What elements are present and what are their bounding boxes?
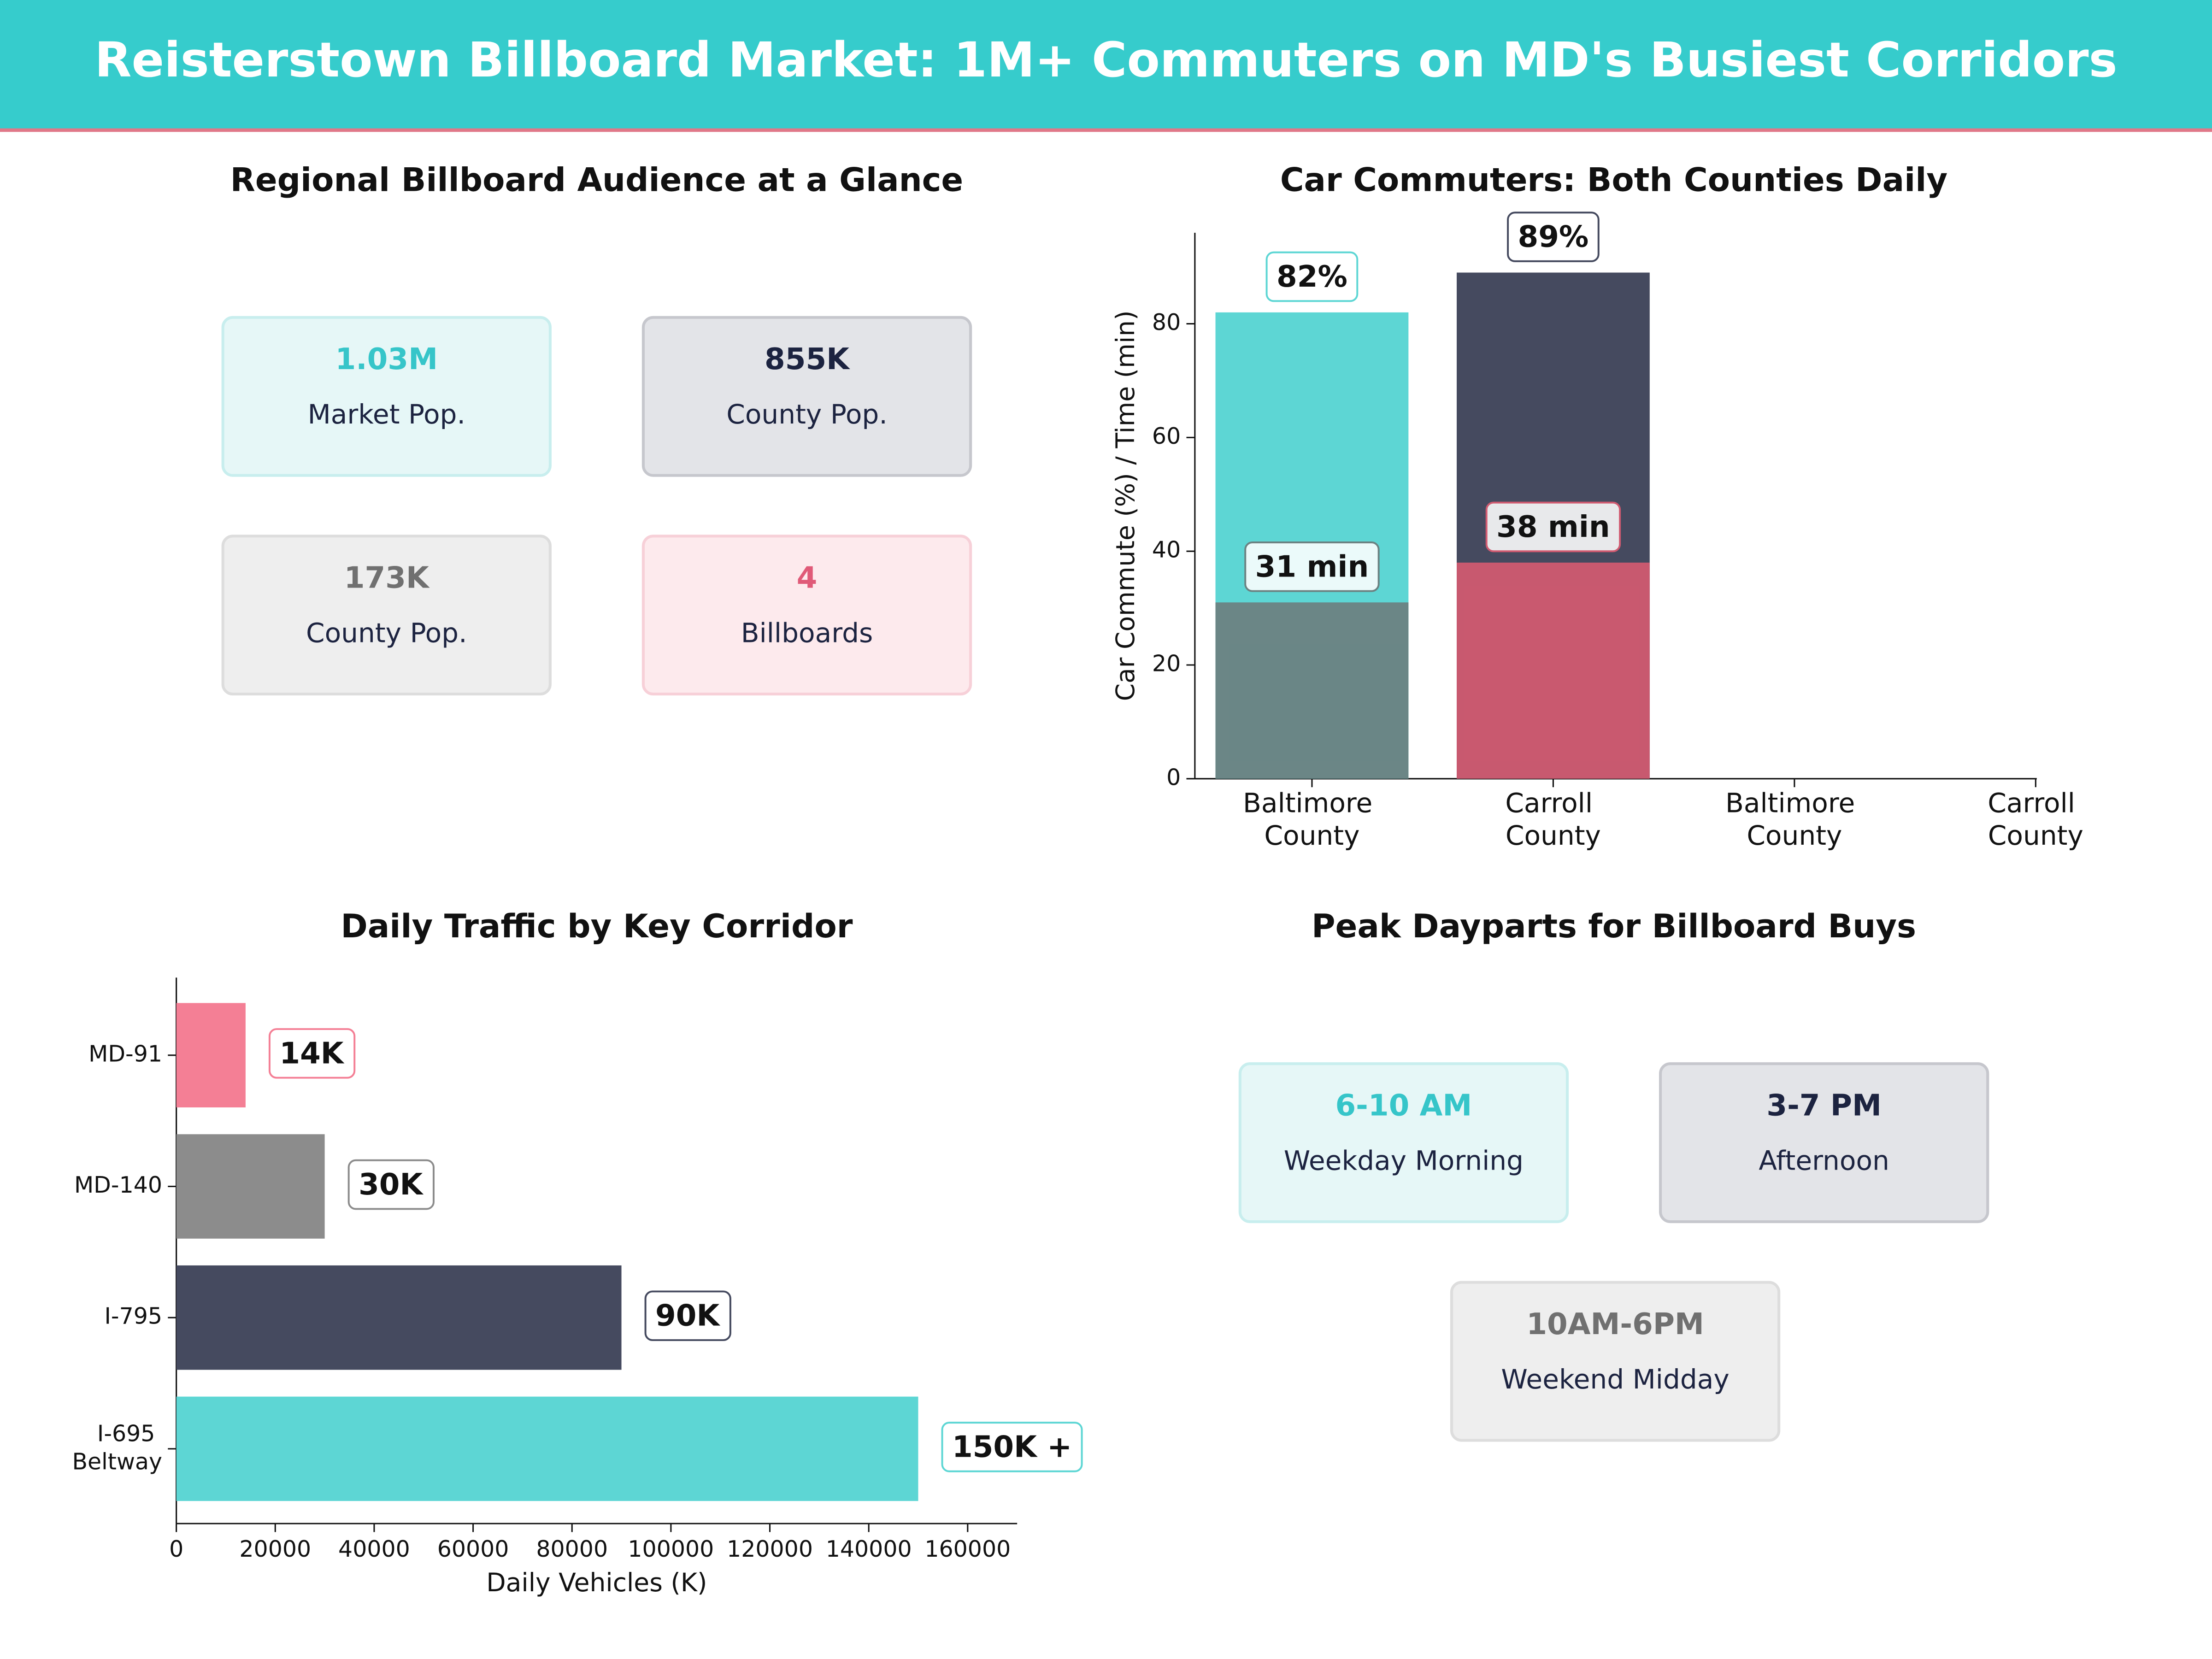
panel-title: Regional Billboard Audience at a Glance	[230, 161, 964, 199]
card-label: County Pop.	[726, 399, 888, 430]
card-label: Afternoon	[1759, 1145, 1889, 1177]
value-label: 150K +	[952, 1430, 1072, 1464]
y-tick-label: I-695 Beltway	[72, 1420, 162, 1475]
card-value: 4	[797, 561, 818, 595]
card	[1659, 1062, 1989, 1224]
label-box	[941, 1422, 1083, 1472]
x-axis-label: Daily Vehicles (K)	[486, 1568, 707, 1597]
value-label: 89%	[1518, 220, 1588, 254]
card	[221, 535, 552, 696]
card	[1238, 1062, 1569, 1224]
card-value: 1.03M	[335, 342, 438, 377]
x-tick-label: 140000	[826, 1536, 912, 1562]
card-value: 6-10 AM	[1335, 1088, 1472, 1123]
value-label: 82%	[1277, 259, 1347, 294]
panel-title: Daily Traffic by Key Corridor	[341, 907, 853, 945]
label-box	[1265, 251, 1359, 302]
y-axis-label: Car Commute (%) / Time (min)	[1111, 310, 1140, 701]
bar	[1457, 562, 1650, 779]
label-box	[1507, 212, 1600, 262]
card-label: Market Pop.	[308, 399, 465, 430]
bar	[1215, 602, 1409, 779]
y-tick-label: 40	[1152, 537, 1181, 563]
bar	[176, 1396, 918, 1501]
y-tick-label: 0	[1166, 764, 1181, 790]
y-tick-label: 20	[1152, 650, 1181, 677]
card-value: 10AM-6PM	[1526, 1307, 1704, 1341]
card	[641, 316, 972, 477]
x-tick-label: Carroll County	[1988, 788, 2083, 851]
x-tick-label: 20000	[239, 1536, 311, 1562]
card-label: Weekday Morning	[1284, 1145, 1524, 1177]
value-label: 31 min	[1255, 549, 1369, 584]
card	[221, 316, 552, 477]
y-tick-label: MD-91	[88, 1041, 162, 1067]
x-tick-label: Carroll County	[1505, 788, 1601, 851]
card-label: Weekend Midday	[1501, 1364, 1730, 1395]
x-tick-label: 100000	[628, 1536, 714, 1562]
value-label: 14K	[279, 1036, 344, 1071]
y-tick-label: MD-140	[74, 1172, 162, 1198]
y-tick-label: I-795	[104, 1303, 162, 1330]
x-tick-label: 60000	[437, 1536, 509, 1562]
label-box	[1244, 541, 1380, 592]
label-box	[644, 1290, 731, 1341]
panel-title: Car Commuters: Both Counties Daily	[1280, 161, 1947, 199]
card-label: County Pop.	[306, 618, 467, 649]
y-tick-label: 80	[1152, 309, 1181, 335]
x-tick-label: 160000	[924, 1536, 1011, 1562]
value-label: 38 min	[1496, 510, 1610, 544]
bar	[176, 1134, 325, 1239]
card-value: 173K	[344, 561, 430, 595]
bar	[176, 1265, 622, 1370]
header-bar	[0, 0, 2212, 130]
x-tick-label: 0	[169, 1536, 183, 1562]
panel-title: Peak Dayparts for Billboard Buys	[1312, 907, 1916, 945]
x-tick-label: Baltimore County	[1725, 788, 1864, 851]
value-label: 30K	[359, 1167, 424, 1202]
y-tick-label: 60	[1152, 423, 1181, 449]
card-value: 3-7 PM	[1766, 1088, 1882, 1123]
value-label: 90K	[655, 1299, 720, 1333]
label-box	[1485, 501, 1621, 553]
bar	[176, 1003, 246, 1108]
header-rule	[0, 128, 2212, 132]
card	[1450, 1281, 1781, 1442]
x-tick-label: Baltimore County	[1243, 788, 1381, 851]
label-box	[347, 1159, 435, 1210]
page-title: Reisterstown Billboard Market: 1M+ Commu…	[94, 32, 2117, 88]
x-tick-label: 120000	[727, 1536, 813, 1562]
card-value: 855K	[765, 342, 850, 377]
label-box	[268, 1028, 356, 1079]
x-tick-label: 40000	[338, 1536, 410, 1562]
card	[641, 535, 972, 696]
x-tick-label: 80000	[536, 1536, 608, 1562]
card-label: Billboards	[741, 618, 873, 649]
